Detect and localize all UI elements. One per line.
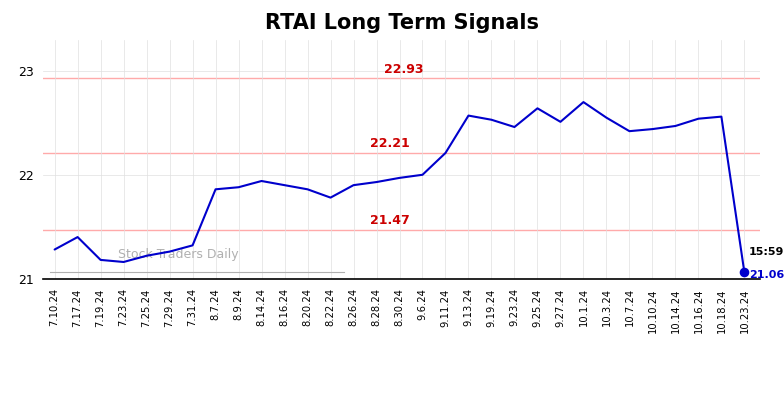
Text: Stock Traders Daily: Stock Traders Daily (118, 248, 239, 261)
Text: 22.93: 22.93 (384, 62, 423, 76)
Text: 21.06: 21.06 (749, 270, 784, 280)
Text: 22.21: 22.21 (370, 137, 409, 150)
Text: 21.47: 21.47 (370, 214, 409, 227)
Title: RTAI Long Term Signals: RTAI Long Term Signals (265, 13, 539, 33)
Text: 15:59: 15:59 (749, 247, 784, 257)
Point (738, 269, 750, 275)
